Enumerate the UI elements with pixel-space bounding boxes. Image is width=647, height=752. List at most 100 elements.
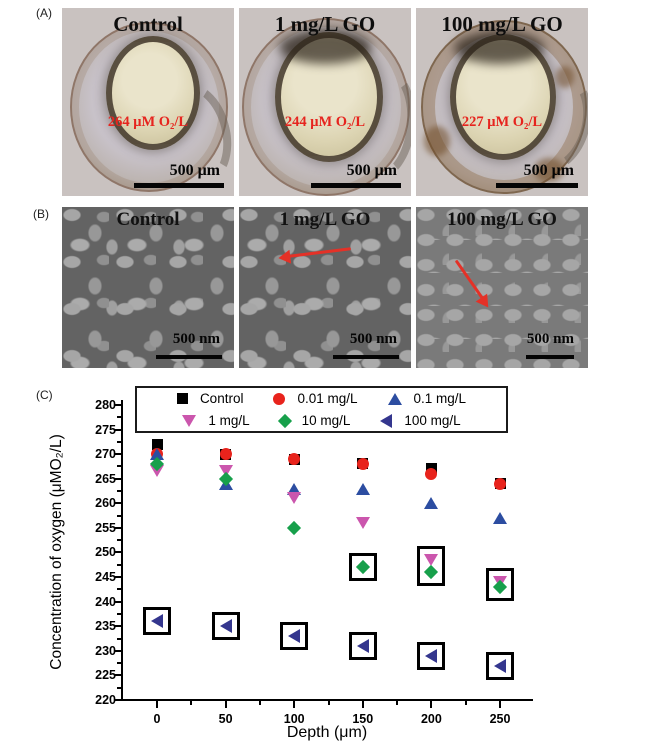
scale-label: 500 nm [526, 331, 574, 347]
y-tick [114, 403, 121, 406]
scale-bar [134, 183, 224, 188]
panel-b-label: (B) [33, 207, 49, 221]
data-point-100-mg-l [219, 619, 232, 634]
y-minor-tick [117, 440, 121, 443]
legend-label: 10 mg/L [301, 413, 351, 428]
highlight-box [143, 607, 171, 636]
y-tick [114, 526, 121, 529]
highlight-box [417, 641, 446, 670]
legend-item: 0.01 mg/L [273, 391, 358, 406]
x-minor-tick [396, 701, 399, 705]
y-minor-tick [117, 490, 121, 493]
go-aggregate-patch [424, 126, 450, 156]
y-tick [114, 625, 121, 628]
highlight-box [211, 612, 240, 641]
x-tick [499, 701, 501, 708]
oxygen-reading: 264 μM O₂/L [107, 114, 189, 130]
legend-marker-triangle-up [387, 392, 402, 405]
scale-label: 500 μm [523, 162, 574, 179]
data-point-1-mg-l [355, 516, 370, 529]
y-axis-line [121, 400, 123, 701]
highlight-box [486, 651, 514, 680]
scale-label: 500 μm [169, 162, 220, 179]
data-point-0-01-mg-l [425, 467, 438, 480]
y-minor-tick [117, 514, 121, 517]
go-sheet-arrow [454, 259, 484, 300]
x-tick-label: 0 [153, 712, 161, 726]
highlight-box [348, 631, 377, 660]
micrograph-100mgL: 100 mg/L GO 227 μM O₂/L 500 μm [416, 8, 588, 196]
data-point-0-01-mg-l [288, 453, 301, 466]
highlight-box [348, 553, 377, 582]
y-tick-label: 245 [95, 570, 116, 585]
legend-item: Control [176, 391, 243, 406]
legend-item: 100 mg/L [380, 413, 461, 428]
y-minor-tick [117, 662, 121, 665]
data-point-100-mg-l [356, 638, 369, 653]
embryo-yolk [106, 36, 200, 150]
legend-item: 10 mg/L [277, 413, 351, 428]
y-minor-tick [117, 588, 121, 591]
x-tick [156, 701, 158, 708]
embryo-dark-cap [279, 30, 371, 64]
highlight-box [486, 567, 514, 601]
x-minor-tick [258, 701, 261, 705]
y-minor-tick [117, 416, 121, 419]
data-point-100-mg-l [494, 658, 506, 673]
y-tick [114, 551, 121, 554]
y-minor-tick [117, 686, 121, 689]
y-tick-label: 240 [95, 594, 116, 609]
y-tick-label: 280 [95, 397, 116, 412]
y-tick [114, 699, 121, 701]
y-tick [114, 674, 121, 677]
x-tick-label: 50 [218, 712, 233, 726]
legend-marker-circle [273, 392, 286, 405]
oxygen-reading: 244 μM O₂/L [284, 114, 366, 130]
legend-row: 1 mg/L 10 mg/L 100 mg/L [137, 411, 506, 431]
data-point-0-01-mg-l [356, 457, 369, 470]
data-point-0-1-mg-l [287, 482, 302, 495]
y-minor-tick [117, 612, 121, 615]
x-tick-label: 100 [283, 712, 305, 726]
y-tick-label: 260 [95, 496, 116, 511]
highlight-box [417, 545, 446, 587]
x-minor-tick [464, 701, 467, 705]
y-minor-tick [117, 637, 121, 640]
sem-1mgL: 1 mg/L GO 500 nm [239, 207, 411, 368]
legend-item: 0.1 mg/L [387, 391, 467, 406]
image-title: 100 mg/L GO [441, 12, 563, 36]
legend-marker-diamond [277, 413, 292, 428]
y-axis-title: Concentration of oxygen (μMO₂/L) [48, 434, 65, 670]
legend-label: 0.1 mg/L [413, 391, 467, 406]
sem-control: Control 500 nm [62, 207, 234, 368]
chart-legend: Control 0.01 mg/L 0.1 mg/L 1 mg/L 10 mg/L 100… [135, 386, 508, 433]
x-minor-tick [327, 701, 330, 705]
go-aggregate-patch [556, 66, 574, 88]
image-title: 1 mg/L GO [274, 12, 376, 36]
embryo-dark-cap [454, 32, 544, 64]
data-point-0-01-mg-l [494, 477, 506, 490]
image-title: Control [113, 12, 183, 36]
scale-label: 500 nm [349, 331, 397, 347]
y-minor-tick [117, 539, 121, 542]
y-tick-label: 255 [95, 520, 116, 535]
data-point-0-1-mg-l [355, 482, 370, 495]
y-tick-label: 220 [95, 693, 116, 707]
data-point-10-mg-l [287, 520, 302, 535]
scale-bar [333, 355, 399, 359]
scale-bar [311, 183, 401, 188]
x-tick-label: 200 [420, 712, 442, 726]
y-tick-label: 275 [95, 422, 116, 437]
y-minor-tick [117, 563, 121, 566]
micrograph-control: Control 264 μM O₂/L 500 μm [62, 8, 234, 196]
y-tick-label: 235 [95, 619, 116, 634]
y-tick [114, 428, 121, 431]
data-point-1-mg-l [424, 553, 439, 566]
sem-100mgL: 100 mg/L GO 500 nm [416, 207, 588, 368]
micrograph-1mgL: 1 mg/L GO 244 μM O₂/L 500 μm [239, 8, 411, 196]
y-tick-label: 250 [95, 545, 116, 560]
x-tick [224, 701, 227, 708]
y-tick [114, 477, 121, 480]
data-point-100-mg-l [425, 648, 438, 663]
image-title: 1 mg/L GO [279, 209, 371, 230]
